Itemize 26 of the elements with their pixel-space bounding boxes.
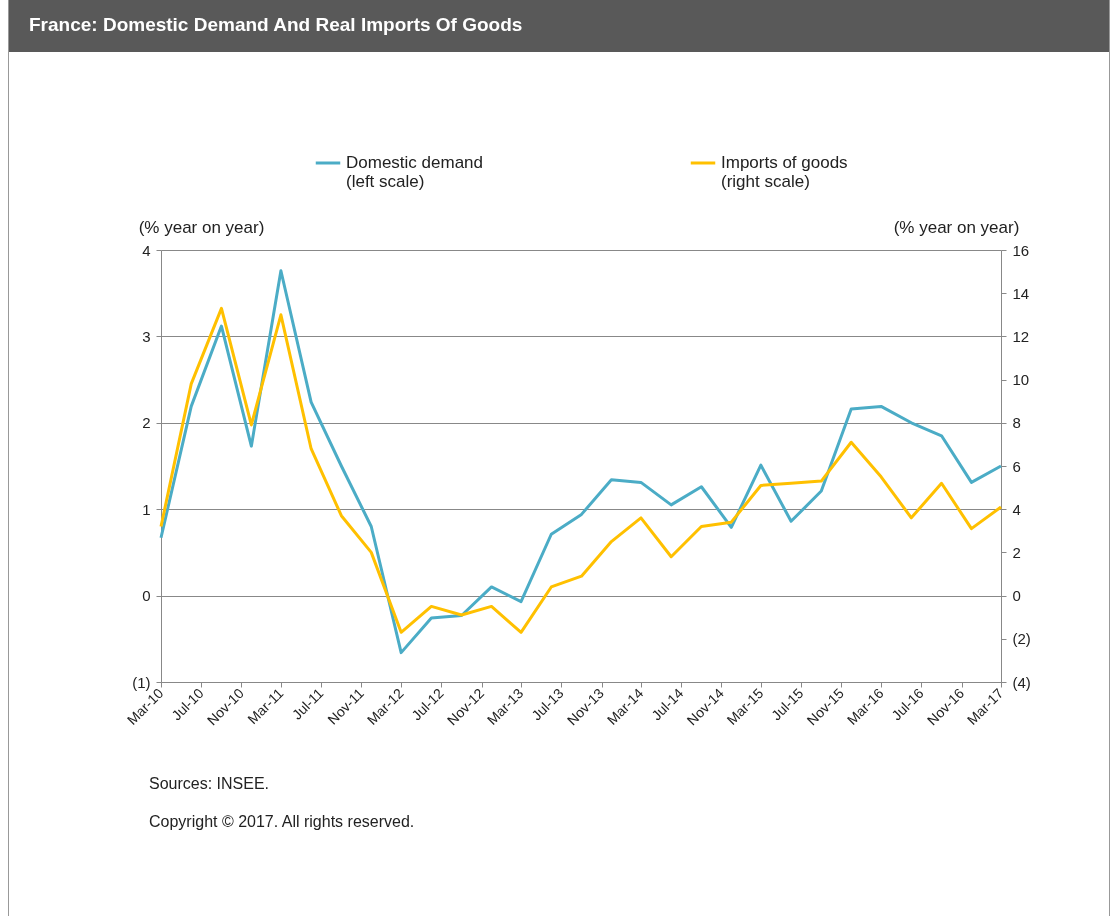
y-tick-label: 0 [142, 587, 151, 605]
y2-tick-label: (4) [1012, 673, 1031, 691]
line-series [159, 269, 1003, 655]
y2-tick-label: 8 [1012, 414, 1021, 432]
text: Copyright © 2017. All rights reserved. [149, 813, 415, 831]
y-tick-label: 4 [142, 241, 151, 259]
y2-tick-label: 4 [1012, 500, 1021, 518]
y2-tick-label: 10 [1012, 371, 1030, 389]
y2-tick-label: 0 [1012, 587, 1021, 605]
legend-label: Imports of goods (right scale) [721, 153, 848, 191]
y-axis-title: (% year on year) [138, 217, 265, 237]
y-tick-label: 2 [142, 414, 151, 432]
y-tick-label: 3 [142, 327, 151, 345]
y-tick-label: 1 [142, 500, 151, 518]
line-series [159, 306, 1003, 634]
source-note: Sources: INSEE. [149, 775, 271, 793]
y2-tick-label: 2 [1012, 543, 1021, 561]
y2-axis-title: (% year on year) [893, 217, 1020, 237]
y2-tick-label: 14 [1012, 284, 1030, 302]
y2-tick-label: (2) [1012, 630, 1031, 648]
y-tick-label: (1) [132, 673, 151, 691]
y2-tick-label: 16 [1012, 241, 1030, 259]
legend-label: Domestic demand (left scale) [346, 153, 484, 191]
chart-title: France: Domestic Demand And Real Imports Of Goods [9, 0, 1109, 52]
y2-tick-label: 6 [1012, 457, 1021, 475]
y2-tick-label: 12 [1012, 327, 1030, 345]
